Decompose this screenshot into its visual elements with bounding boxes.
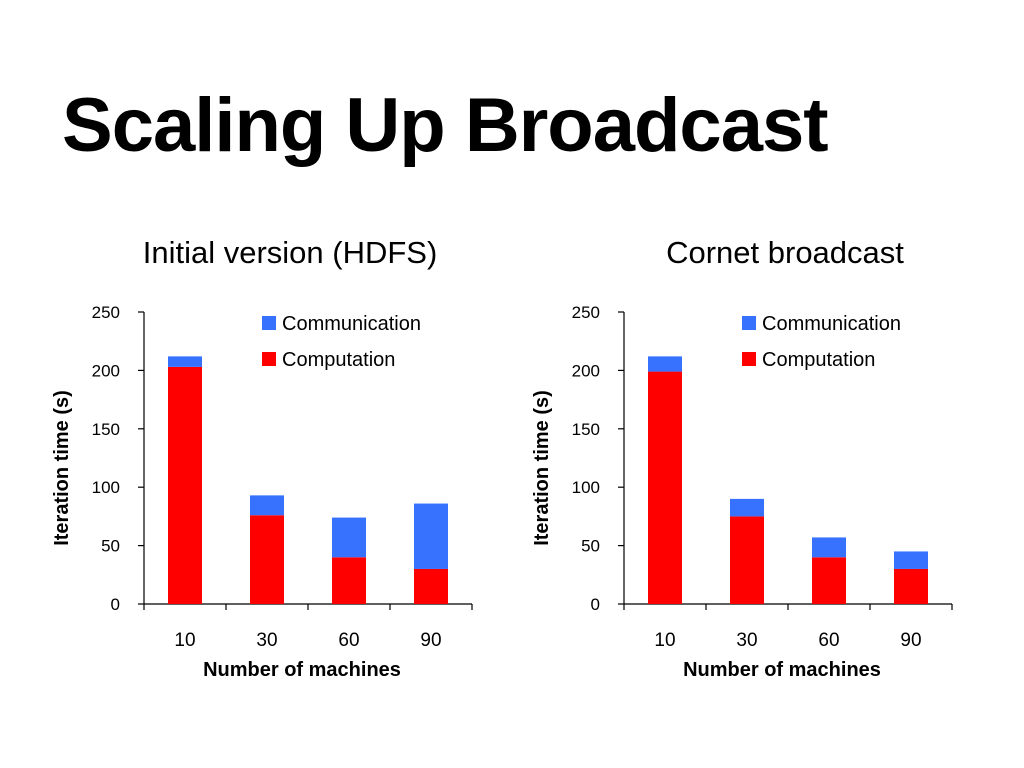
chart-2-bar-computation-90 bbox=[894, 568, 928, 604]
chart-1-bar-communication-90 bbox=[414, 503, 448, 569]
chart-2-legend-swatch-communication bbox=[742, 316, 756, 330]
chart-1-y-axis-title: Iteration time (s) bbox=[51, 390, 73, 546]
chart-1-x-tick-label: 90 bbox=[420, 630, 441, 651]
chart-1-y-tick-label: 150 bbox=[92, 420, 120, 439]
chart-2-bar-communication-10 bbox=[648, 356, 682, 372]
chart-1-legend-swatch-computation bbox=[262, 352, 276, 366]
chart-1-x-tick-label: 30 bbox=[256, 630, 277, 651]
chart-1-bar-communication-60 bbox=[332, 517, 366, 558]
chart-1-bar-computation-90 bbox=[414, 568, 448, 604]
chart-1-y-tick-label: 0 bbox=[111, 595, 120, 614]
chart-2-y-tick-label: 150 bbox=[572, 420, 600, 439]
chart-title-cornet-broadcast: Cornet broadcast bbox=[666, 235, 904, 270]
chart-1-legend-label-computation: Computation bbox=[282, 349, 395, 371]
chart-2-y-tick-label: 50 bbox=[581, 537, 600, 556]
chart-2-legend-label-communication: Communication bbox=[762, 313, 901, 335]
chart-2-bar-communication-60 bbox=[812, 537, 846, 558]
chart-cornet-broadcast: 0 50 100 150 200 250 10 30 60 90 Number of machine… bbox=[531, 303, 953, 681]
chart-1-legend-swatch-communication bbox=[262, 316, 276, 330]
chart-2-x-tick-label: 90 bbox=[900, 630, 921, 651]
chart-2-x-axis-title: Number of machines bbox=[683, 659, 881, 681]
chart-1-y-tick-label: 50 bbox=[101, 537, 120, 556]
chart-2-bar-computation-60 bbox=[812, 557, 846, 604]
chart-2-y-axis-title: Iteration time (s) bbox=[531, 390, 553, 546]
chart-1-bar-computation-10 bbox=[168, 366, 202, 604]
chart-2-legend-swatch-computation bbox=[742, 352, 756, 366]
chart-1-bar-computation-60 bbox=[332, 557, 366, 604]
chart-2-y-tick-label: 250 bbox=[572, 303, 600, 322]
chart-2-x-tick-label: 10 bbox=[654, 630, 675, 651]
chart-2-y-tick-label: 0 bbox=[591, 595, 600, 614]
chart-1-bar-computation-30 bbox=[250, 515, 284, 604]
chart-1-bar-communication-30 bbox=[250, 495, 284, 516]
chart-1-y-tick-label: 200 bbox=[92, 361, 120, 380]
chart-1-bar-communication-10 bbox=[168, 356, 202, 367]
chart-2-x-tick-label: 60 bbox=[818, 630, 839, 651]
chart-1-x-tick-label: 60 bbox=[338, 630, 359, 651]
chart-title-initial-version: Initial version (HDFS) bbox=[142, 235, 438, 270]
chart-1-x-axis-title: Number of machines bbox=[203, 659, 401, 681]
chart-initial-version: 0 50 100 150 200 250 10 30 60 90 Number of machine… bbox=[51, 303, 473, 681]
chart-2-y-tick-label: 200 bbox=[572, 361, 600, 380]
chart-1-y-tick-label: 250 bbox=[92, 303, 120, 322]
chart-2-bar-communication-30 bbox=[730, 498, 764, 517]
chart-2-legend-label-computation: Computation bbox=[762, 349, 875, 371]
chart-2-y-tick-label: 100 bbox=[572, 478, 600, 497]
chart-1-x-tick-label: 10 bbox=[174, 630, 195, 651]
chart-1-y-tick-label: 100 bbox=[92, 478, 120, 497]
chart-2-bar-communication-90 bbox=[894, 551, 928, 569]
chart-1-legend-label-communication: Communication bbox=[282, 313, 421, 335]
slide-title: Scaling Up Broadcast bbox=[62, 83, 829, 168]
chart-2-bar-computation-10 bbox=[648, 371, 682, 604]
chart-2-bar-computation-30 bbox=[730, 516, 764, 604]
chart-2-x-tick-label: 30 bbox=[736, 630, 757, 651]
